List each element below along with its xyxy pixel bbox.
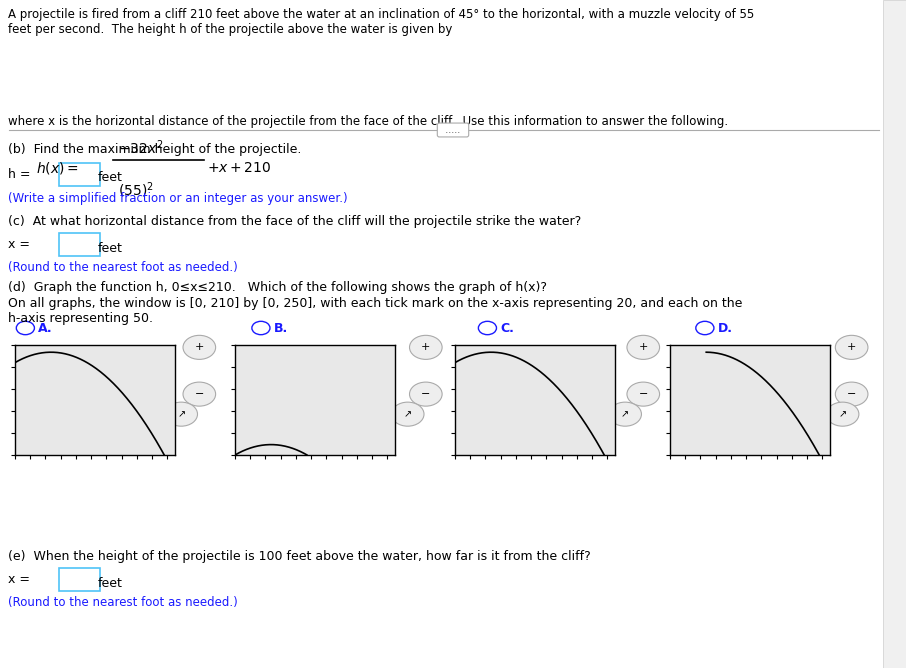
Text: (d)  Graph the function h, 0≤x≤210.   Which of the following shows the graph of : (d) Graph the function h, 0≤x≤210. Which…: [8, 281, 547, 294]
Circle shape: [627, 382, 660, 406]
Circle shape: [627, 335, 660, 359]
Text: (Round to the nearest foot as needed.): (Round to the nearest foot as needed.): [8, 596, 237, 609]
Text: feet: feet: [98, 577, 122, 590]
Text: D.: D.: [718, 321, 733, 335]
Text: (Round to the nearest foot as needed.): (Round to the nearest foot as needed.): [8, 261, 237, 274]
Text: .....: .....: [439, 125, 467, 135]
Text: $+ x + 210$: $+ x + 210$: [207, 162, 271, 175]
Text: x =: x =: [8, 238, 34, 251]
Circle shape: [165, 402, 198, 426]
Text: $-32x^2$: $-32x^2$: [118, 138, 163, 157]
Text: C.: C.: [500, 321, 514, 335]
Text: −: −: [639, 389, 648, 399]
Circle shape: [391, 402, 424, 426]
Circle shape: [183, 382, 216, 406]
Circle shape: [826, 402, 859, 426]
Text: +: +: [639, 343, 648, 352]
Circle shape: [410, 382, 442, 406]
FancyBboxPatch shape: [59, 233, 100, 257]
Circle shape: [252, 321, 270, 335]
Text: On all graphs, the window is [0, 210] by [0, 250], with each tick mark on the x-: On all graphs, the window is [0, 210] by…: [8, 297, 742, 325]
Text: $h(x) =$: $h(x) =$: [36, 160, 79, 176]
Text: −: −: [421, 389, 430, 399]
Circle shape: [478, 321, 496, 335]
Text: (b)  Find the maximum height of the projectile.: (b) Find the maximum height of the proje…: [8, 143, 302, 156]
Circle shape: [16, 321, 34, 335]
Circle shape: [835, 335, 868, 359]
Circle shape: [609, 402, 641, 426]
Text: feet: feet: [98, 171, 122, 184]
Circle shape: [183, 335, 216, 359]
Text: x =: x =: [8, 573, 34, 586]
Circle shape: [835, 382, 868, 406]
Text: A.: A.: [38, 321, 53, 335]
Text: (e)  When the height of the projectile is 100 feet above the water, how far is i: (e) When the height of the projectile is…: [8, 550, 591, 563]
FancyBboxPatch shape: [883, 0, 906, 668]
Text: $(55)^2$: $(55)^2$: [118, 180, 154, 200]
Text: +: +: [847, 343, 856, 352]
Text: (c)  At what horizontal distance from the face of the cliff will the projectile : (c) At what horizontal distance from the…: [8, 215, 582, 228]
Text: B.: B.: [274, 321, 288, 335]
Text: feet: feet: [98, 242, 122, 255]
Text: where x is the horizontal distance of the projectile from the face of the cliff.: where x is the horizontal distance of th…: [8, 115, 728, 128]
Circle shape: [410, 335, 442, 359]
Text: ↗: ↗: [622, 409, 629, 419]
Text: (Write a simplified fraction or an integer as your answer.): (Write a simplified fraction or an integ…: [8, 192, 348, 205]
Text: +: +: [421, 343, 430, 352]
Text: −: −: [195, 389, 204, 399]
Circle shape: [696, 321, 714, 335]
Text: −: −: [847, 389, 856, 399]
Text: +: +: [195, 343, 204, 352]
Text: ↗: ↗: [178, 409, 185, 419]
FancyBboxPatch shape: [59, 568, 100, 591]
FancyBboxPatch shape: [59, 163, 100, 186]
Text: A projectile is fired from a cliff 210 feet above the water at an inclination of: A projectile is fired from a cliff 210 f…: [8, 8, 755, 36]
Text: ↗: ↗: [404, 409, 411, 419]
Text: h =: h =: [8, 168, 34, 181]
Text: ↗: ↗: [839, 409, 846, 419]
